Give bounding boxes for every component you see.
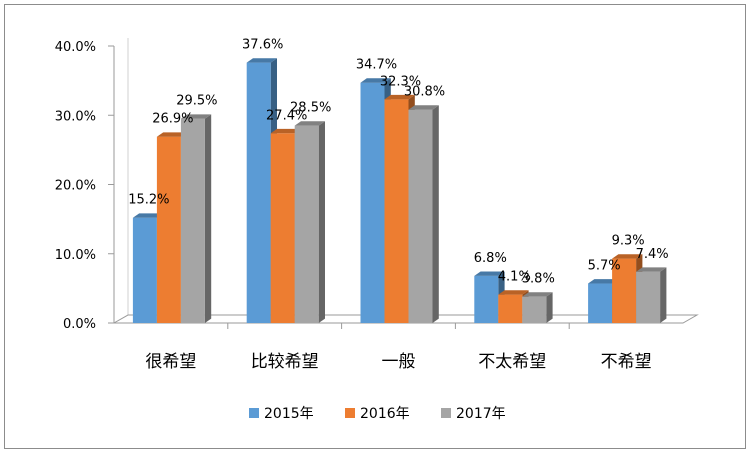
legend-label: 2016年	[360, 406, 410, 422]
x-category-label: 不太希望	[478, 352, 546, 372]
bar-top	[270, 128, 301, 134]
data-label: 37.6%	[242, 38, 283, 53]
x-category-label: 很希望	[145, 352, 196, 372]
y-tick-label: 10.0%	[55, 248, 96, 263]
bar-side	[546, 292, 553, 323]
bar	[180, 114, 212, 324]
data-label: 6.8%	[474, 251, 507, 266]
bar-top	[474, 271, 505, 276]
bar-top	[294, 121, 325, 126]
bar-side	[318, 121, 325, 323]
data-label: 34.7%	[356, 58, 397, 73]
bar-top	[588, 279, 619, 284]
bar-front	[294, 125, 319, 323]
bar	[408, 105, 439, 324]
bar	[522, 292, 553, 323]
bar-front	[408, 109, 433, 324]
legend-swatch	[345, 408, 355, 418]
bar-front	[180, 118, 205, 324]
bar-side	[660, 267, 667, 323]
bar-top	[180, 114, 212, 119]
bar-top	[522, 292, 553, 297]
x-category-label: 不希望	[601, 352, 652, 372]
bar-front	[522, 296, 547, 323]
bar-front	[588, 283, 613, 323]
bar-front	[156, 136, 181, 323]
data-label: 7.4%	[636, 247, 669, 262]
legend-item: 2016年	[345, 406, 410, 422]
y-tick-label: 0.0%	[63, 317, 96, 332]
bar-top	[156, 132, 188, 137]
y-tick-label: 40.0%	[55, 40, 96, 55]
bar-front	[270, 133, 295, 323]
data-label: 9.3%	[612, 234, 645, 249]
data-label: 15.2%	[128, 193, 169, 208]
data-labels: 15.2% 26.9% 29.5% 37.6% 27.4%28.5% 34.7%32.3%…	[128, 38, 668, 287]
bar-top	[360, 78, 391, 83]
data-label: 4.1%	[498, 270, 531, 285]
data-label: 27.4%	[266, 108, 307, 123]
y-tick-label: 20.0%	[55, 179, 96, 194]
bar	[294, 121, 325, 323]
bar-front	[246, 62, 271, 324]
data-label: 5.7%	[588, 259, 621, 274]
bar-top	[384, 94, 415, 100]
data-label: 32.3%	[380, 74, 421, 89]
data-label: 26.9%	[152, 112, 193, 127]
legend-item: 2015年	[249, 406, 314, 422]
bar-front	[384, 99, 409, 323]
bar	[132, 213, 164, 323]
bar-top	[132, 213, 164, 218]
legend-swatch	[441, 408, 451, 418]
bar-top	[246, 58, 277, 63]
bar-front	[612, 258, 637, 323]
legend-label: 2017年	[456, 406, 506, 422]
data-label: 30.8%	[404, 85, 445, 100]
bar-side	[204, 114, 212, 323]
bar-side	[432, 105, 439, 323]
data-label: 29.5%	[176, 94, 217, 109]
bar-top	[636, 267, 667, 272]
bar-front	[474, 275, 499, 323]
bar-top	[408, 105, 439, 110]
bar-top	[498, 290, 529, 295]
legend: 2015年 2016年 2017年	[249, 406, 506, 422]
bar	[636, 267, 667, 323]
legend-swatch	[249, 408, 259, 418]
bar-front	[498, 294, 523, 323]
x-category-label: 一般	[382, 352, 416, 372]
bars	[132, 58, 667, 324]
y-tick-label: 30.0%	[55, 109, 96, 124]
legend-label: 2015年	[264, 406, 314, 422]
bar-top	[612, 254, 643, 259]
legend-item: 2017年	[441, 406, 506, 422]
bar-front	[360, 82, 385, 323]
bar-front	[636, 271, 661, 323]
data-label: 3.8%	[522, 272, 555, 287]
x-category-label: 比较希望	[251, 352, 319, 372]
bar-front	[132, 217, 157, 323]
data-label: 28.5%	[290, 101, 331, 116]
